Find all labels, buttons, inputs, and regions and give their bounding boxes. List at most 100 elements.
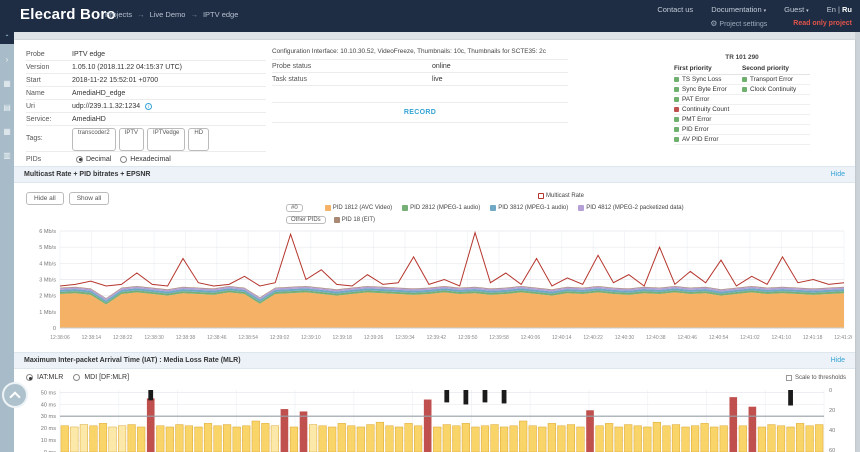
- legend-item[interactable]: PID 4812 (MPEG-2 packetized data): [578, 205, 684, 211]
- show-all-button[interactable]: Show all: [68, 192, 110, 205]
- iat-hide-link[interactable]: Hide: [830, 357, 845, 364]
- status-square: [742, 77, 747, 82]
- scroll-to-top-button[interactable]: [2, 382, 28, 408]
- svg-text:12:40:54: 12:40:54: [709, 335, 729, 341]
- iat-bar: [89, 425, 98, 452]
- iat-bar: [184, 425, 193, 452]
- pids-radio[interactable]: [76, 155, 83, 163]
- legend-multicast-rate[interactable]: Multicast Rate: [537, 193, 584, 199]
- report-table-icon[interactable]: ▥: [3, 151, 11, 160]
- user-menu[interactable]: Guest ▾: [784, 5, 809, 14]
- iat-bar: [605, 423, 614, 452]
- program-0-chip[interactable]: #0: [286, 204, 303, 212]
- svg-text:10 ms: 10 ms: [41, 438, 56, 444]
- tag-chip[interactable]: IPTV: [118, 128, 145, 151]
- svg-text:12:39:42: 12:39:42: [427, 335, 447, 341]
- tr101290-row: PAT Error: [674, 95, 810, 105]
- record-button[interactable]: RECORD: [272, 102, 568, 123]
- probe-row: Name AmediaHD_edge: [26, 87, 266, 100]
- language-switch[interactable]: En | Ru: [826, 5, 852, 14]
- status-square: [674, 137, 679, 142]
- svg-text:12:38:54: 12:38:54: [238, 335, 258, 341]
- pids-radio[interactable]: [120, 155, 128, 163]
- app-logo[interactable]: Elecard Boro: [20, 6, 116, 23]
- info-icon[interactable]: i: [145, 102, 153, 110]
- probe-row: Version 1.05.10 (2018.11.22 04:15:37 UTC): [26, 61, 266, 74]
- svg-text:12:40:14: 12:40:14: [552, 335, 572, 341]
- svg-text:12:40:30: 12:40:30: [615, 335, 635, 341]
- legend-item[interactable]: PID 18 (EIT): [333, 217, 375, 223]
- iat-section-title: Maximum Inter-packet Arrival Time (IAT) …: [24, 357, 241, 364]
- iat-mlr-radio-label: IAT:MLR: [37, 374, 64, 381]
- iat-mlr-chart[interactable]: 50 ms 40 ms 30 ms 20 ms 10 ms 0 ms 0 20 40 60: [16, 386, 852, 452]
- hide-all-button[interactable]: Hide all: [26, 192, 64, 205]
- svg-text:12:39:10: 12:39:10: [301, 335, 321, 341]
- svg-text:0: 0: [829, 388, 832, 394]
- sidebar-collapse-icon[interactable]: ⌃: [0, 32, 14, 44]
- grid-view-icon[interactable]: ▦: [3, 79, 11, 88]
- iat-bar: [232, 426, 241, 452]
- svg-text:12:41:10: 12:41:10: [772, 335, 792, 341]
- page-scrollbar[interactable]: [855, 32, 860, 452]
- probe-link[interactable]: IPTV edge: [72, 50, 106, 58]
- iat-bar: [624, 424, 633, 452]
- breadcrumb-item[interactable]: IPTV edge: [202, 10, 239, 19]
- iat-bar: [375, 421, 384, 452]
- tr101290-row: PID Error: [674, 125, 810, 135]
- svg-text:20 ms: 20 ms: [41, 426, 56, 432]
- svg-text:40 ms: 40 ms: [41, 402, 56, 408]
- status-row: Task status live: [272, 73, 568, 86]
- iat-bar: [213, 425, 222, 452]
- area-PID 1812 (AVC Video): [60, 292, 844, 328]
- dashboard-view-icon[interactable]: ▤: [3, 103, 11, 112]
- tag-chip[interactable]: HD: [188, 128, 210, 151]
- bitrate-hide-link[interactable]: Hide: [830, 171, 845, 178]
- documentation-menu[interactable]: Documentation ▾: [711, 5, 767, 14]
- legend-swatch: [490, 205, 497, 211]
- legend-item[interactable]: PID 1812 (AVC Video): [324, 205, 392, 211]
- iat-bar: [70, 426, 79, 452]
- mdi-radio[interactable]: [73, 374, 81, 381]
- tr101290-row: Continuity Count: [674, 105, 810, 115]
- iat-mlr-radio[interactable]: [26, 374, 33, 381]
- contact-us-link[interactable]: Contact us: [657, 5, 694, 14]
- probe-rows: Probe IPTV edge Version 1.05.10 (2018.11.22…: [26, 48, 266, 126]
- iat-bar: [643, 426, 652, 452]
- error-name: AV PID Error: [682, 136, 719, 143]
- tr101290-row: Sync Byte Error Clock Continuity: [674, 85, 810, 95]
- iat-bar: [98, 423, 108, 452]
- iat-bar: [796, 423, 805, 452]
- pids-radio-label: Hexadecimal: [130, 155, 171, 163]
- scale-to-thresholds-checkbox[interactable]: [785, 374, 792, 381]
- mlr-bar: [482, 390, 488, 403]
- legend-item[interactable]: PID 3812 (MPEG-1 audio): [490, 205, 568, 211]
- svg-text:12:38:14: 12:38:14: [82, 335, 102, 341]
- project-settings-link[interactable]: ⚙ Project settings: [710, 19, 768, 28]
- legend-item[interactable]: PID 2812 (MPEG-1 audio): [402, 205, 480, 211]
- table-view-icon[interactable]: ▦: [3, 127, 11, 136]
- svg-text:12:38:06: 12:38:06: [50, 335, 70, 341]
- tag-chip[interactable]: transcoder2: [72, 128, 116, 151]
- tag-chip[interactable]: IPTVedge: [147, 128, 186, 151]
- probe-row-label: Version: [26, 63, 50, 71]
- iat-bar: [776, 425, 786, 452]
- tr101290-row: TS Sync Loss Transport Error: [674, 75, 810, 85]
- error-name: PMT Error: [682, 116, 712, 123]
- iat-bar: [270, 425, 279, 452]
- probe-row-label: Name: [26, 89, 45, 97]
- other-pids-chip[interactable]: Other PIDs: [286, 216, 326, 224]
- breadcrumb-item[interactable]: Projects: [105, 10, 133, 19]
- iat-section-header: Maximum Inter-packet Arrival Time (IAT) …: [14, 352, 855, 369]
- iat-bar: [547, 423, 556, 452]
- breadcrumb-item[interactable]: Live Demo: [149, 10, 186, 19]
- tr101290-row: AV PID Error: [674, 135, 810, 145]
- iat-bar: [786, 426, 795, 452]
- bitrate-chart[interactable]: 6 Mb/s 5 Mb/s 4 Mb/s 3 Mb/s 2 Mb/s 1 Mb/s 0 12:…: [16, 226, 852, 344]
- iat-bar: [719, 425, 728, 452]
- iat-bar: [652, 421, 661, 452]
- iat-bar: [156, 425, 165, 452]
- expand-arrow-icon[interactable]: ›: [5, 55, 9, 64]
- area-PID 4812 (MPEG-2 packetized data): [60, 286, 844, 301]
- breadcrumb-separator: →: [137, 10, 145, 19]
- iat-bar: [633, 425, 642, 452]
